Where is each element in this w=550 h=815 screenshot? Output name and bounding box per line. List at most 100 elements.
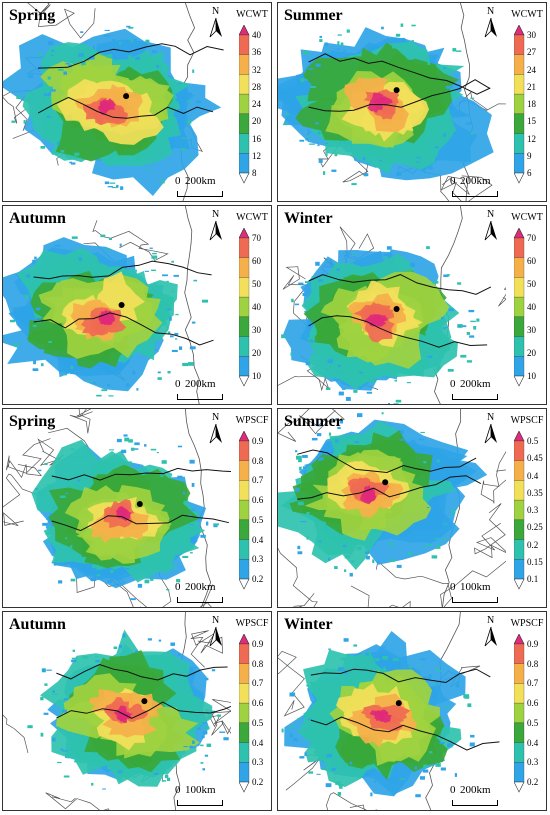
scale-zero: 0 bbox=[175, 581, 181, 593]
legend-tick: 9 bbox=[527, 150, 532, 161]
legend-tick: 20 bbox=[527, 348, 536, 358]
scale-distance: 200km bbox=[460, 784, 491, 796]
concentration-field bbox=[3, 25, 222, 196]
scale-bar: 0 200km bbox=[175, 378, 229, 400]
legend-tick: 0.9 bbox=[527, 639, 539, 649]
legend-tick: 0.3 bbox=[527, 757, 539, 768]
map-area bbox=[278, 612, 506, 810]
map-area bbox=[278, 3, 506, 201]
legend-tick: 0.3 bbox=[252, 554, 264, 565]
colorbar bbox=[513, 633, 525, 793]
colorbar-box bbox=[238, 633, 250, 799]
legend-tick: 10 bbox=[527, 371, 536, 381]
map-canvas bbox=[3, 3, 224, 201]
legend-tick: 30 bbox=[252, 325, 261, 335]
legend-tick: 18 bbox=[527, 99, 536, 109]
legend-tick: 30 bbox=[527, 325, 536, 335]
map-canvas bbox=[278, 409, 506, 607]
map-canvas bbox=[278, 3, 506, 201]
scale-line bbox=[177, 191, 223, 197]
scale-zero: 0 bbox=[450, 581, 456, 593]
colorbar bbox=[513, 24, 525, 184]
scale-line bbox=[452, 191, 498, 197]
legend-tick: 20 bbox=[252, 116, 261, 127]
colorbar bbox=[238, 24, 250, 184]
legend-tick: 0.25 bbox=[527, 522, 543, 533]
legend-tick: 40 bbox=[252, 30, 261, 40]
map-area bbox=[3, 3, 231, 201]
north-label: N bbox=[212, 6, 220, 17]
legend-tick: 24 bbox=[527, 64, 536, 75]
scale-distance: 100km bbox=[185, 784, 216, 796]
legend-tick: 20 bbox=[252, 348, 261, 358]
concentration-field bbox=[278, 23, 494, 186]
scale-line bbox=[177, 394, 223, 400]
receptor-site bbox=[123, 93, 130, 100]
legend-title: WPSCF bbox=[235, 415, 269, 426]
colorbar-box bbox=[513, 633, 525, 799]
concentration-field bbox=[281, 631, 475, 798]
scale-zero: 0 bbox=[175, 175, 181, 187]
north-arrow-icon: N bbox=[207, 412, 225, 445]
season-label: Summer bbox=[284, 413, 343, 430]
rivers bbox=[56, 663, 231, 719]
legend-tick: 30 bbox=[527, 30, 536, 40]
legend-tick: 0.5 bbox=[527, 436, 539, 446]
legend-tick: 0.6 bbox=[252, 698, 264, 709]
receptor-site bbox=[395, 700, 402, 707]
legend-tick: 8 bbox=[252, 168, 257, 178]
receptor-site bbox=[141, 698, 148, 705]
season-label: Winter bbox=[284, 616, 333, 633]
rivers bbox=[51, 467, 231, 532]
map-canvas bbox=[3, 409, 231, 607]
legend-tick: 70 bbox=[252, 233, 261, 243]
season-label: Winter bbox=[284, 210, 333, 227]
scale-bar: 0 200km bbox=[450, 175, 504, 197]
rivers bbox=[310, 668, 500, 751]
legend-tick: 0.2 bbox=[252, 574, 264, 584]
scale-distance: 200km bbox=[185, 175, 216, 187]
colorbar bbox=[513, 430, 525, 590]
concentration-field bbox=[27, 629, 229, 790]
scale-bar: 0 200km bbox=[450, 378, 504, 400]
colorbar bbox=[513, 227, 525, 387]
legend-tick: 36 bbox=[252, 47, 261, 58]
scale-line bbox=[177, 800, 223, 806]
legend-tick: 0.7 bbox=[252, 678, 264, 689]
legend-tick: 6 bbox=[527, 168, 532, 178]
receptor-site bbox=[136, 501, 143, 507]
rivers bbox=[37, 43, 224, 119]
legend: WCWT 70 60 50 40 30 20 10 bbox=[231, 206, 271, 404]
colorbar-box bbox=[238, 24, 250, 190]
legend-tick: 12 bbox=[527, 133, 536, 144]
receptor-site bbox=[118, 302, 125, 308]
north-arrow-icon: N bbox=[207, 209, 225, 242]
season-label: Spring bbox=[9, 413, 56, 430]
scale-zero: 0 bbox=[450, 175, 456, 187]
legend-tick: 27 bbox=[527, 47, 536, 58]
colorbar bbox=[238, 227, 250, 387]
north-arrow-icon: N bbox=[207, 6, 225, 39]
scale-distance: 200km bbox=[460, 378, 491, 390]
north-label: N bbox=[487, 615, 495, 626]
colorbar bbox=[238, 633, 250, 793]
north-label: N bbox=[212, 615, 220, 626]
legend-tick: 0.8 bbox=[252, 658, 264, 669]
legend-tick: 0.2 bbox=[527, 539, 539, 550]
map-panel: Winter N 0 200km WCWT 70 60 50 40 30 20 10 bbox=[277, 205, 547, 405]
legend-title: WPSCF bbox=[235, 618, 269, 629]
legend-tick: 50 bbox=[252, 279, 261, 289]
north-label: N bbox=[487, 6, 495, 17]
map-panel: Spring N 0 200km WPSCF 0.9 0.8 0.7 0.6 0.5 0.4 0.3 0… bbox=[2, 408, 272, 608]
legend-title: WCWT bbox=[236, 212, 268, 223]
legend-tick: 0.3 bbox=[527, 505, 539, 515]
north-label: N bbox=[487, 412, 495, 423]
legend-tick: 0.6 bbox=[252, 495, 264, 506]
map-area bbox=[278, 409, 506, 607]
map-area bbox=[3, 206, 231, 404]
legend-tick: 0.8 bbox=[527, 658, 539, 669]
north-arrow-icon: N bbox=[482, 6, 500, 39]
legend-tick: 0.4 bbox=[252, 534, 264, 545]
legend-tick: 70 bbox=[527, 233, 536, 243]
map-canvas bbox=[278, 612, 500, 810]
